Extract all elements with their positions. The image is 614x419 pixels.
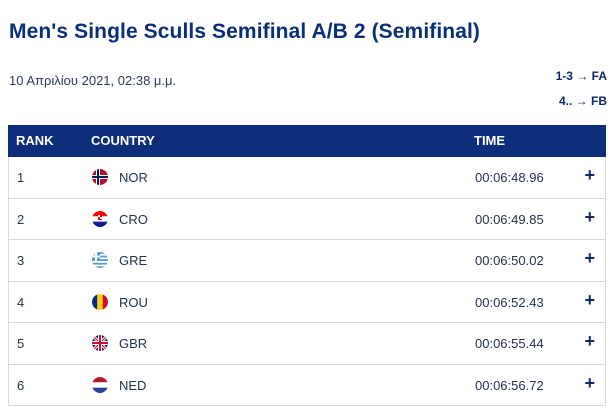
country-code: NOR xyxy=(119,170,148,185)
expand-row-button[interactable]: + xyxy=(584,289,595,310)
country-code: GBR xyxy=(119,336,148,351)
time-cell: 00:06:49.85 xyxy=(475,211,544,227)
table-row: 4 ROU 00:06:52.43 + xyxy=(8,281,606,323)
results-table: RANK COUNTRY TIME 1 NOR 00:06:48.96 + 2 … xyxy=(8,125,606,406)
table-row: 3 GRE 00:06:50.02 + xyxy=(8,240,606,282)
table-header: RANK COUNTRY TIME xyxy=(8,125,606,157)
progression-rule: 1-3 → FA xyxy=(556,64,607,89)
column-header-rank: RANK xyxy=(16,133,54,148)
expand-row-button[interactable]: + xyxy=(584,331,595,351)
progression-target: FB xyxy=(591,94,607,108)
time-cell: 00:06:48.96 xyxy=(475,170,544,185)
race-date: 10 Απριλίου 2021, 02:38 μ.μ. xyxy=(9,73,177,88)
progression-range: 4.. xyxy=(558,94,573,108)
uk-flag-icon xyxy=(92,335,108,351)
norway-flag-icon xyxy=(92,169,108,185)
country-code: ROU xyxy=(119,294,148,310)
progression-target: FA xyxy=(591,69,607,83)
rank-cell: 1 xyxy=(17,170,25,185)
time-cell: 00:06:52.43 xyxy=(475,294,544,310)
rank-cell: 2 xyxy=(17,211,25,227)
expand-row-button[interactable]: + xyxy=(584,206,595,227)
rank-cell: 3 xyxy=(17,253,25,268)
rank-cell: 5 xyxy=(17,336,25,351)
expand-row-button[interactable]: + xyxy=(584,248,595,268)
romania-flag-icon xyxy=(92,293,108,310)
arrow-right-icon: → xyxy=(576,69,589,83)
time-cell: 00:06:50.02 xyxy=(475,253,544,268)
arrow-right-icon: → xyxy=(575,94,588,108)
croatia-flag-icon xyxy=(92,210,108,227)
time-cell: 00:06:55.44 xyxy=(475,336,544,351)
greece-flag-icon xyxy=(92,252,108,268)
country-code: GRE xyxy=(119,253,148,268)
table-row: 5 GBR 00:06:55.44 + xyxy=(8,323,606,365)
expand-row-button[interactable]: + xyxy=(584,372,595,393)
progression-rules: 1-3 → FA 4.. → FB xyxy=(556,64,607,114)
country-code: NED xyxy=(119,377,147,393)
progression-rule: 4.. → FB xyxy=(556,89,607,114)
rank-cell: 6 xyxy=(17,377,25,393)
country-code: CRO xyxy=(119,211,148,227)
expand-row-button[interactable]: + xyxy=(584,165,595,185)
table-row: 2 CRO 00:06:49.85 + xyxy=(8,198,606,240)
netherlands-flag-icon xyxy=(92,376,108,393)
column-header-time: TIME xyxy=(474,133,506,148)
progression-range: 1-3 xyxy=(555,69,573,83)
table-row: 1 NOR 00:06:48.96 + xyxy=(8,157,606,199)
column-header-country: COUNTRY xyxy=(91,133,155,148)
table-row: 6 NED 00:06:56.72 + xyxy=(8,364,606,406)
page-title: Men's Single Sculls Semifinal A/B 2 (Sem… xyxy=(9,20,481,43)
rank-cell: 4 xyxy=(17,294,25,310)
time-cell: 00:06:56.72 xyxy=(475,377,544,393)
